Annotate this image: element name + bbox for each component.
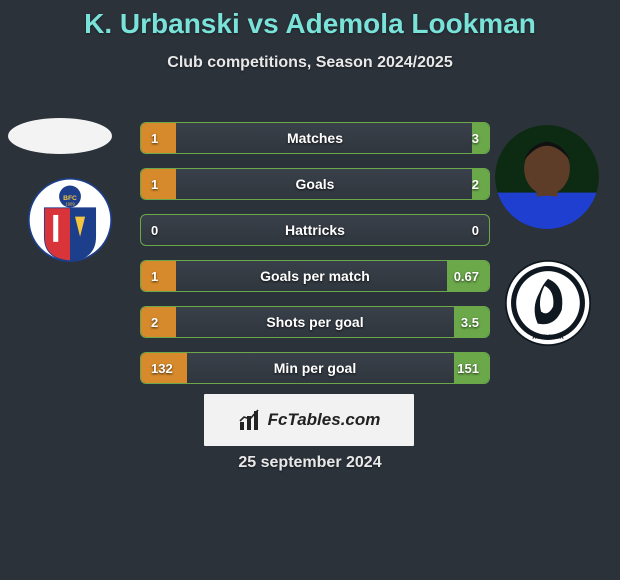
- date-label: 25 september 2024: [0, 454, 620, 472]
- stat-row: 23.5Shots per goal: [140, 306, 490, 338]
- comparison-title: K. Urbanski vs Ademola Lookman: [0, 0, 620, 40]
- stat-label: Goals: [141, 169, 489, 199]
- stat-row: 10.67Goals per match: [140, 260, 490, 292]
- stat-bar-right: [472, 123, 490, 153]
- stat-label: Hattricks: [141, 215, 489, 245]
- stat-row: 13Matches: [140, 122, 490, 154]
- stat-label: Matches: [141, 123, 489, 153]
- brand-label: FcTables.com: [268, 410, 381, 430]
- svg-text:1909: 1909: [65, 202, 75, 207]
- stat-bar-right: [447, 261, 489, 291]
- stat-label: Shots per goal: [141, 307, 489, 337]
- stat-value-left: 0: [151, 215, 158, 245]
- player2-club-crest: ATALANTA: [505, 260, 591, 346]
- stat-rows: 13Matches 12Goals 0 0Hattricks 10.67Goals pe…: [140, 122, 490, 398]
- player1-avatar: [8, 118, 112, 154]
- comparison-card: K. Urbanski vs Ademola Lookman Club comp…: [0, 0, 620, 580]
- comparison-subtitle: Club competitions, Season 2024/2025: [0, 54, 620, 72]
- stat-bar-left: [141, 123, 176, 153]
- stat-bar-left: [141, 307, 176, 337]
- stat-bar-left: [141, 169, 176, 199]
- stat-row: 12Goals: [140, 168, 490, 200]
- stat-label: Min per goal: [141, 353, 489, 383]
- stat-bar-left: [141, 261, 176, 291]
- chart-icon: [238, 408, 262, 432]
- stat-row: 0 0Hattricks: [140, 214, 490, 246]
- svg-text:BFC: BFC: [63, 195, 77, 202]
- stat-bar-right: [472, 169, 490, 199]
- player2-avatar: [495, 125, 599, 229]
- svg-text:ATALANTA: ATALANTA: [532, 335, 564, 341]
- stat-label: Goals per match: [141, 261, 489, 291]
- player1-club-crest: BFC 1909: [28, 178, 112, 262]
- stat-bar-right: [454, 307, 489, 337]
- stat-row: 132151Min per goal: [140, 352, 490, 384]
- stat-bar-left: [141, 353, 187, 383]
- stat-value-right: 0: [472, 215, 479, 245]
- stat-bar-right: [454, 353, 489, 383]
- brand-badge: FcTables.com: [204, 394, 414, 446]
